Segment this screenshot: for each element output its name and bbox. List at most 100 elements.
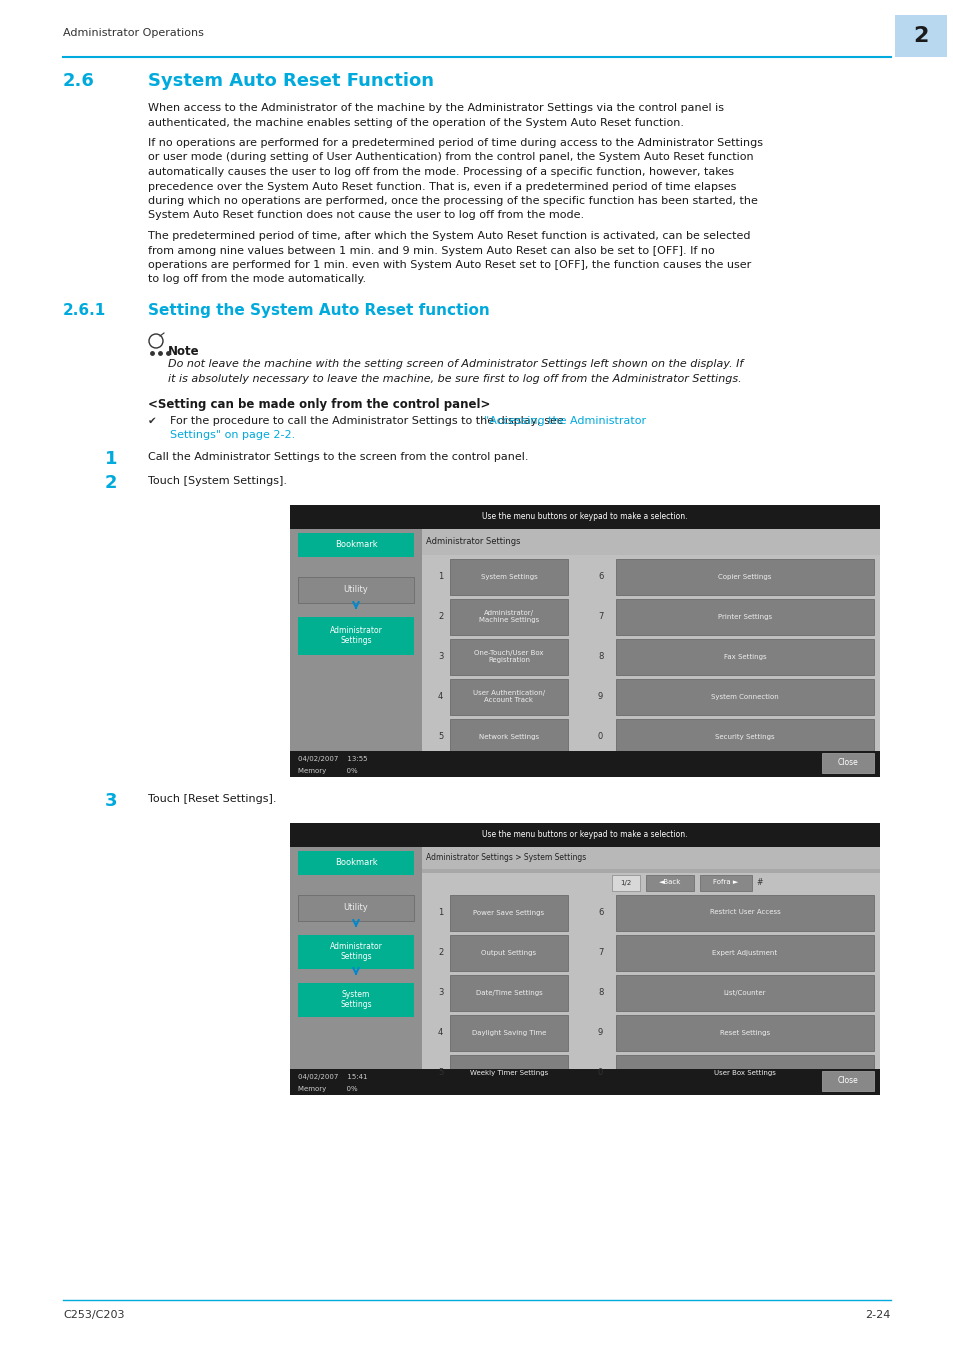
Text: 2: 2 <box>437 612 443 621</box>
Text: 6: 6 <box>598 572 602 580</box>
Bar <box>450 679 567 714</box>
Text: Power Save Settings: Power Save Settings <box>473 910 544 915</box>
Text: Daylight Saving Time: Daylight Saving Time <box>472 1030 546 1035</box>
Text: 5: 5 <box>437 1068 443 1077</box>
Text: Setting the System Auto Reset function: Setting the System Auto Reset function <box>148 302 489 319</box>
Bar <box>421 892 879 1068</box>
Text: 04/02/2007    15:41: 04/02/2007 15:41 <box>297 1075 367 1080</box>
Text: "Accessing the Administrator: "Accessing the Administrator <box>483 416 645 427</box>
Text: or user mode (during setting of User Authentication) from the control panel, the: or user mode (during setting of User Aut… <box>148 153 753 162</box>
Bar <box>450 934 567 971</box>
Bar <box>616 895 873 930</box>
Text: Note: Note <box>168 346 199 358</box>
Bar <box>290 505 879 776</box>
Text: automatically causes the user to log off from the mode. Processing of a specific: automatically causes the user to log off… <box>148 167 733 177</box>
Bar <box>297 576 414 602</box>
Text: Administrator/
Machine Settings: Administrator/ Machine Settings <box>478 610 538 622</box>
Bar <box>616 679 873 714</box>
Bar <box>450 975 567 1011</box>
Text: 2.6.1: 2.6.1 <box>63 302 106 319</box>
Text: Fax Settings: Fax Settings <box>723 653 765 660</box>
Text: System Connection: System Connection <box>710 694 778 699</box>
Text: Bookmark: Bookmark <box>335 859 377 867</box>
Bar <box>297 617 414 655</box>
Text: 2: 2 <box>912 26 927 46</box>
Text: For the procedure to call the Administrator Settings to the display, see: For the procedure to call the Administra… <box>170 416 567 427</box>
Text: Administrator Operations: Administrator Operations <box>63 28 204 38</box>
Text: Settings" on page 2-2.: Settings" on page 2-2. <box>170 431 294 440</box>
Text: 9: 9 <box>598 1027 602 1037</box>
Text: Use the menu buttons or keypad to make a selection.: Use the menu buttons or keypad to make a… <box>482 512 687 521</box>
Text: Touch [System Settings].: Touch [System Settings]. <box>148 477 287 486</box>
Text: ✔: ✔ <box>148 416 156 427</box>
Text: System Auto Reset Function: System Auto Reset Function <box>148 72 434 90</box>
Text: <Setting can be made only from the control panel>: <Setting can be made only from the contr… <box>148 398 490 410</box>
Bar <box>645 875 693 891</box>
Text: 9: 9 <box>598 693 602 701</box>
Text: When access to the Administrator of the machine by the Administrator Settings vi: When access to the Administrator of the … <box>148 103 723 113</box>
Text: Memory         0%: Memory 0% <box>297 1085 357 1092</box>
Text: during which no operations are performed, once the processing of the specific fu: during which no operations are performed… <box>148 196 757 207</box>
Text: Memory         0%: Memory 0% <box>297 768 357 774</box>
Bar <box>821 1071 873 1091</box>
Text: ◄Back: ◄Back <box>659 879 680 886</box>
Bar <box>894 15 946 57</box>
Bar <box>297 895 414 921</box>
Text: Fofra ►: Fofra ► <box>713 879 738 886</box>
Text: Output Settings: Output Settings <box>481 949 536 956</box>
Bar <box>421 846 879 868</box>
Bar <box>290 822 879 846</box>
Text: 4: 4 <box>437 693 443 701</box>
Text: #: # <box>755 878 761 887</box>
Text: Network Settings: Network Settings <box>478 733 538 740</box>
Text: 0: 0 <box>598 1068 602 1077</box>
Text: Do not leave the machine with the setting screen of Administrator Settings left : Do not leave the machine with the settin… <box>168 359 742 369</box>
Text: 3: 3 <box>437 652 443 662</box>
Text: Use the menu buttons or keypad to make a selection.: Use the menu buttons or keypad to make a… <box>482 830 687 838</box>
Text: Printer Settings: Printer Settings <box>718 613 771 620</box>
Text: precedence over the System Auto Reset function. That is, even if a predetermined: precedence over the System Auto Reset fu… <box>148 181 736 192</box>
Text: Date/Time Settings: Date/Time Settings <box>476 990 542 995</box>
Text: 2: 2 <box>105 474 117 493</box>
Bar <box>290 1068 879 1095</box>
Bar <box>297 983 414 1017</box>
Text: 3: 3 <box>105 792 117 810</box>
Bar <box>616 718 873 755</box>
Bar <box>616 934 873 971</box>
Text: to log off from the mode automatically.: to log off from the mode automatically. <box>148 274 366 285</box>
Text: Weekly Timer Settings: Weekly Timer Settings <box>470 1069 548 1076</box>
Text: 2-24: 2-24 <box>864 1310 890 1320</box>
Text: 1: 1 <box>437 572 443 580</box>
Text: User Authentication/
Account Track: User Authentication/ Account Track <box>473 690 544 703</box>
Text: Utility: Utility <box>343 903 368 913</box>
Text: 3: 3 <box>437 988 443 998</box>
Text: System Settings: System Settings <box>480 574 537 579</box>
Text: Close: Close <box>837 1076 858 1085</box>
Text: Copier Settings: Copier Settings <box>718 574 771 579</box>
Bar <box>616 598 873 634</box>
Bar <box>821 752 873 772</box>
Text: authenticated, the machine enables setting of the operation of the System Auto R: authenticated, the machine enables setti… <box>148 117 683 127</box>
Text: Restrict User Access: Restrict User Access <box>709 910 780 915</box>
Bar <box>297 934 414 968</box>
Bar <box>450 895 567 930</box>
Text: 4: 4 <box>437 1027 443 1037</box>
Text: Close: Close <box>837 757 858 767</box>
Bar <box>297 850 414 875</box>
Bar <box>700 875 751 891</box>
Text: Expert Adjustment: Expert Adjustment <box>712 949 777 956</box>
Text: System
Settings: System Settings <box>340 990 372 1010</box>
Text: 1: 1 <box>105 451 117 468</box>
Bar <box>616 639 873 675</box>
Bar <box>290 505 879 528</box>
Text: 04/02/2007    13:55: 04/02/2007 13:55 <box>297 756 367 763</box>
Text: One-Touch/User Box
Registration: One-Touch/User Box Registration <box>474 649 543 663</box>
Text: System Auto Reset function does not cause the user to log off from the mode.: System Auto Reset function does not caus… <box>148 211 583 220</box>
Text: Utility: Utility <box>343 585 368 594</box>
Bar <box>421 872 879 892</box>
Bar <box>450 1054 567 1091</box>
Text: 0: 0 <box>598 732 602 741</box>
Text: C253/C203: C253/C203 <box>63 1310 125 1320</box>
Text: 8: 8 <box>598 652 602 662</box>
Bar <box>450 718 567 755</box>
